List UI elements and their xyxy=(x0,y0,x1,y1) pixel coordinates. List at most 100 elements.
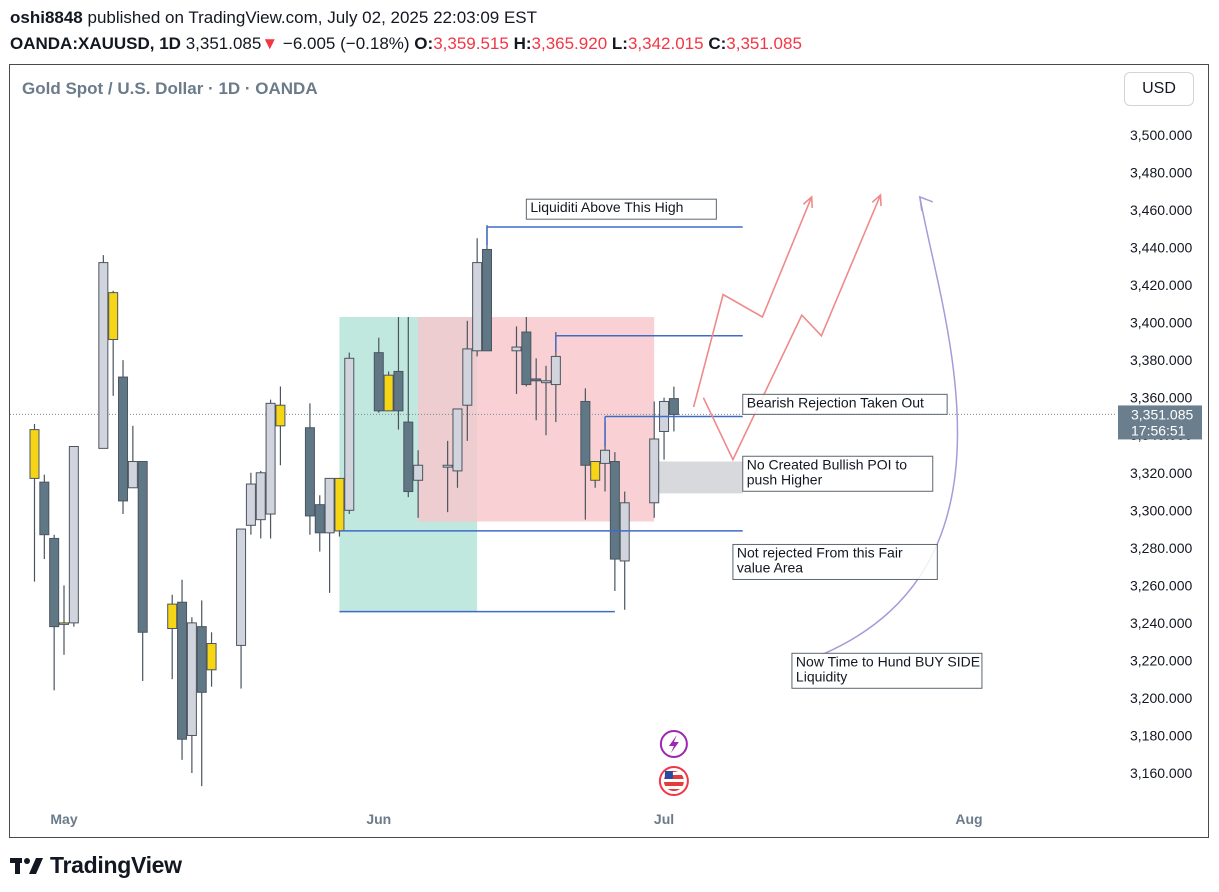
candle-body xyxy=(609,461,620,560)
candle-body xyxy=(314,504,325,534)
tradingview-logo[interactable]: TradingView xyxy=(10,852,182,879)
candle xyxy=(393,317,404,430)
symbol-name: OANDA:XAUUSD, 1D xyxy=(10,34,181,53)
candle xyxy=(334,477,345,537)
candle-body xyxy=(255,472,266,521)
candle-body xyxy=(108,292,119,341)
candle-body xyxy=(245,483,256,526)
candle-body xyxy=(59,622,69,625)
candle-body xyxy=(334,477,345,532)
candle-body xyxy=(649,438,660,504)
candle xyxy=(314,495,325,552)
annotation-box xyxy=(742,393,948,415)
candle-body xyxy=(481,248,492,352)
y-axis-tick-label: 3,400.000 xyxy=(1130,315,1192,331)
y-axis-tick-label: 3,440.000 xyxy=(1130,240,1192,256)
annotation-box xyxy=(525,198,717,220)
y-axis-tick-label: 3,380.000 xyxy=(1130,352,1192,368)
candle-body xyxy=(403,421,414,493)
candle-body xyxy=(619,502,630,562)
candle-body xyxy=(196,626,207,693)
plot-area: Liquiditi Above This High Bearish Rejecti… xyxy=(10,193,1115,787)
y-axis-tick-label: 3,480.000 xyxy=(1130,165,1192,181)
candle-body xyxy=(167,603,178,630)
candle-body xyxy=(137,461,148,633)
candle-body xyxy=(442,464,453,468)
candle xyxy=(373,337,384,413)
y-axis-tick-label: 3,460.000 xyxy=(1130,202,1192,218)
candle xyxy=(344,352,355,515)
candle-body xyxy=(511,346,522,352)
candle-body xyxy=(472,262,483,352)
candle-body xyxy=(550,355,561,386)
candle-body xyxy=(177,601,188,740)
candle xyxy=(531,358,542,421)
candle-body xyxy=(373,352,384,412)
annotation-box xyxy=(732,543,938,580)
down-arrow-icon: ▼ xyxy=(261,34,279,53)
candle xyxy=(186,617,197,773)
chart-frame xyxy=(9,64,1209,838)
candle xyxy=(590,461,601,488)
projection-arrow xyxy=(702,194,882,462)
y-axis-tick-label: 3,260.000 xyxy=(1130,577,1192,593)
candle xyxy=(127,425,138,489)
candle xyxy=(403,317,414,498)
low-label: L: xyxy=(611,34,628,53)
candle-body xyxy=(236,528,247,646)
candle xyxy=(649,401,660,518)
y-axis-tick-label: 3,360.000 xyxy=(1130,390,1192,406)
candle-body xyxy=(590,461,601,481)
candle xyxy=(137,461,148,682)
y-axis-tick-label: 3,420.000 xyxy=(1130,277,1192,293)
candle xyxy=(304,403,315,535)
close-value: 3,351.085 xyxy=(726,34,802,53)
us-flag-canton xyxy=(664,771,673,779)
candle xyxy=(324,477,335,593)
us-flag-stripe xyxy=(663,772,684,775)
low-value: 3,342.015 xyxy=(627,34,704,53)
candle xyxy=(167,594,178,680)
y-axis-tick-label: 3,220.000 xyxy=(1130,652,1192,668)
high-label: H: xyxy=(513,34,532,53)
candle xyxy=(541,365,552,436)
candle xyxy=(472,238,483,357)
candle xyxy=(521,317,532,387)
buy-side-arc-arrow xyxy=(821,196,959,656)
candle xyxy=(177,579,188,760)
candle-body xyxy=(413,464,424,481)
projection-arrow xyxy=(692,196,813,408)
candle-body xyxy=(68,445,79,624)
x-axis-tick-label: Jun xyxy=(366,811,391,827)
candle xyxy=(580,388,591,520)
candle-body xyxy=(186,622,197,736)
candle-body xyxy=(531,378,542,382)
annotation-text: Liquidity xyxy=(796,668,847,684)
candle xyxy=(108,290,119,396)
annotation-text: No Created Bullish POI to xyxy=(747,456,908,472)
annotation: Liquiditi Above This High xyxy=(525,198,717,220)
candle xyxy=(39,474,50,560)
candle-body xyxy=(521,331,532,386)
candle xyxy=(659,397,670,460)
candle xyxy=(68,445,79,627)
candle xyxy=(29,423,40,582)
candle-body xyxy=(344,357,355,511)
annotation-text: Liquiditi Above This High xyxy=(530,199,683,215)
candle xyxy=(442,440,453,513)
last-price: 3,351.085 xyxy=(185,34,262,53)
annotation-text: Bearish Rejection Taken Out xyxy=(747,394,924,410)
currency-button[interactable]: USD xyxy=(1124,72,1194,106)
candle-body xyxy=(206,643,217,671)
candle-body xyxy=(98,262,109,449)
candle-body xyxy=(600,449,611,464)
chart-title: Gold Spot / U.S. Dollar · 1D · OANDA xyxy=(22,79,318,98)
author-name[interactable]: oshi8848 xyxy=(10,8,83,27)
annotation-box xyxy=(742,455,934,492)
candle xyxy=(206,632,217,687)
tradingview-logo-icon xyxy=(10,857,43,874)
